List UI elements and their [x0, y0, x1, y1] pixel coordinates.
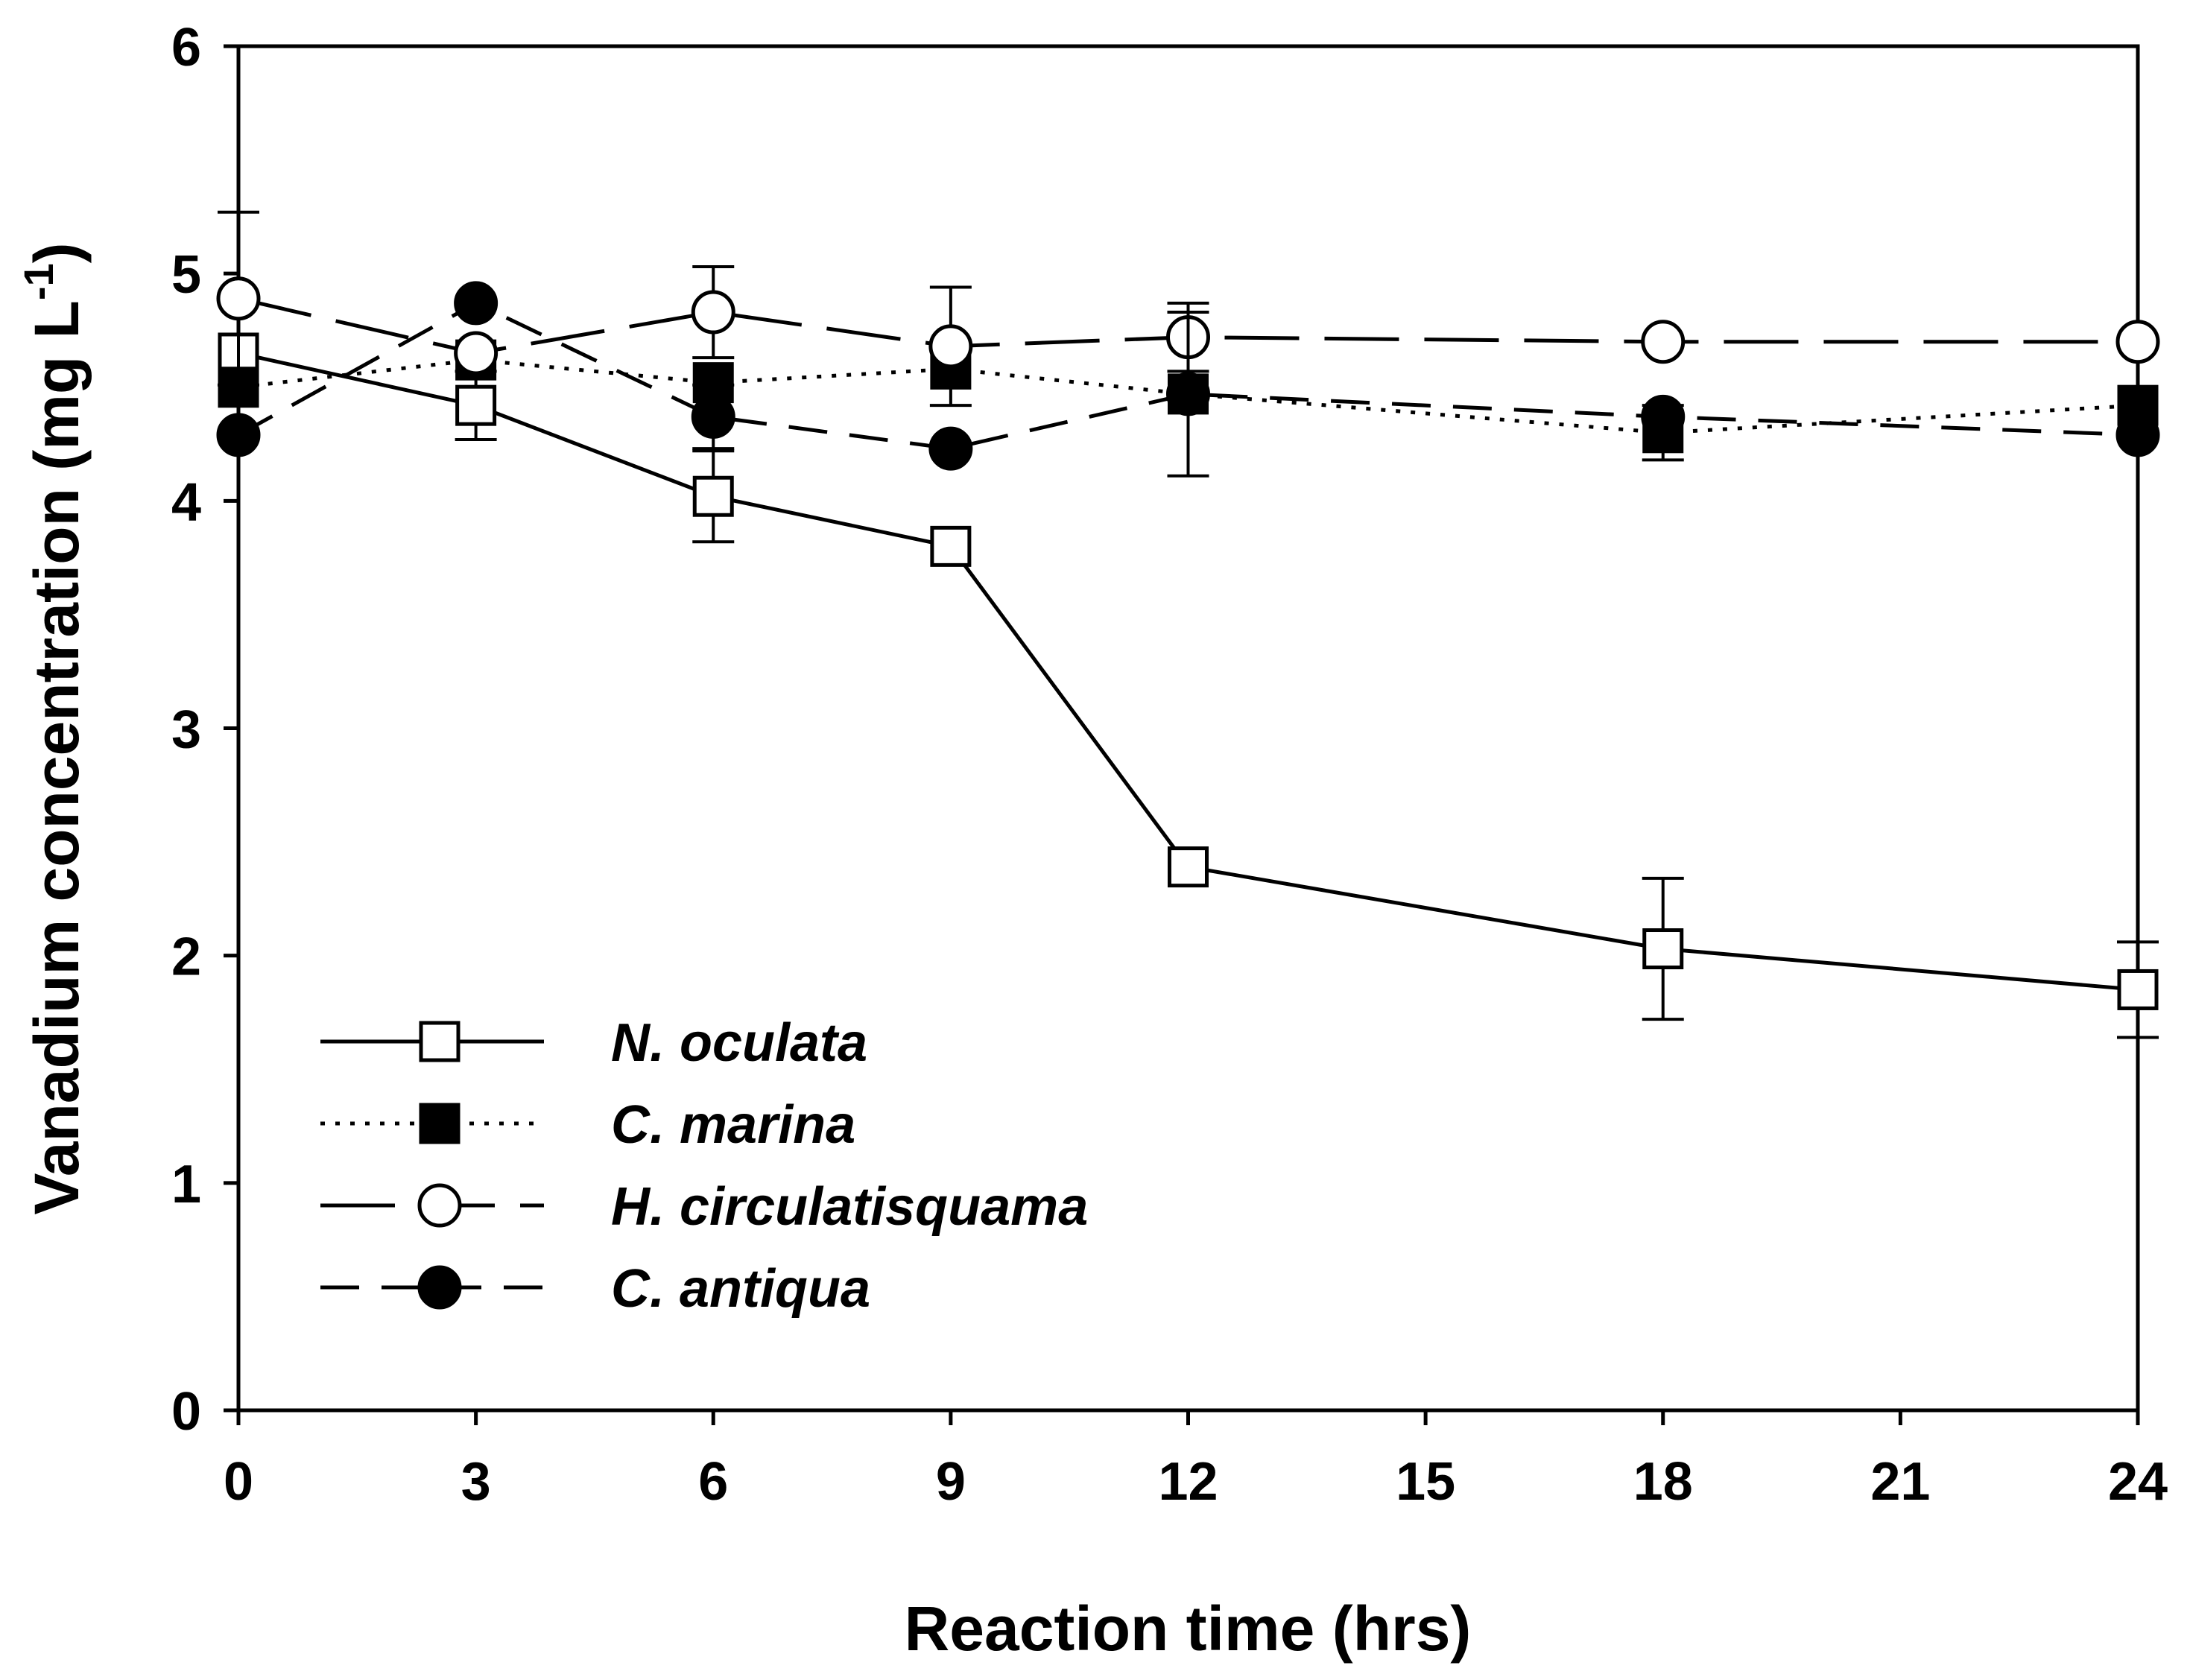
legend-label: H. circulatisquama	[611, 1177, 1088, 1237]
data-point	[454, 281, 499, 326]
x-tick-label: 9	[936, 1452, 966, 1512]
y-axis-title-superscript: -1	[15, 263, 62, 300]
series-h-circulatisquama	[216, 210, 2160, 408]
x-tick-label: 12	[1158, 1452, 1218, 1512]
x-tick-label: 21	[1870, 1452, 1930, 1512]
y-tick-label: 3	[171, 700, 201, 760]
y-tick-label: 0	[171, 1382, 201, 1442]
data-point	[216, 413, 261, 457]
data-point	[691, 290, 735, 335]
y-tick-label: 4	[171, 472, 201, 532]
legend-entry-c-antiqua: C. antiqua	[320, 1259, 870, 1319]
data-point	[1166, 372, 1210, 416]
x-tick-label: 0	[224, 1452, 253, 1512]
x-tick-label: 18	[1633, 1452, 1693, 1512]
y-axis-title-main: Vanadium concentration (mg L	[22, 300, 92, 1214]
data-point	[455, 384, 497, 426]
legend-entry-c-marina: C. marina	[320, 1095, 855, 1155]
data-point	[454, 331, 499, 375]
data-point	[692, 475, 734, 517]
legend-marker	[417, 1265, 462, 1310]
data-point	[2115, 320, 2160, 364]
x-tick-label: 24	[2108, 1452, 2168, 1512]
y-axis-title-close: )	[22, 242, 92, 263]
series-layer	[216, 210, 2160, 1039]
legend-label: C. antiqua	[611, 1259, 870, 1319]
data-point	[691, 394, 735, 439]
x-tick-label: 15	[1396, 1452, 1455, 1512]
data-point	[2117, 969, 2159, 1010]
legend-entry-h-circulatisquama: H. circulatisquama	[320, 1177, 1088, 1237]
legend: N. oculata C. marina H. circulatisquama C. …	[320, 1013, 1088, 1319]
legend-marker	[419, 1021, 461, 1062]
x-tick-label: 3	[461, 1452, 491, 1512]
legend-marker	[417, 1183, 462, 1228]
data-point	[1642, 928, 1684, 970]
data-point	[930, 525, 972, 567]
legend-label: C. marina	[611, 1095, 855, 1155]
legend-label: N. oculata	[611, 1013, 867, 1073]
data-point	[1168, 846, 1209, 888]
series-n-oculata	[218, 332, 2159, 1039]
y-tick-label: 1	[171, 1155, 201, 1214]
y-tick-label: 2	[171, 928, 201, 987]
y-tick-label: 6	[171, 18, 201, 77]
x-axis-title: Reaction time (hrs)	[905, 1594, 1472, 1664]
y-tick-label: 5	[171, 245, 201, 305]
x-tick-label: 6	[698, 1452, 728, 1512]
data-point	[1641, 320, 1686, 364]
data-point	[216, 276, 261, 321]
legend-entry-n-oculata: N. oculata	[320, 1013, 867, 1073]
legend-marker	[419, 1103, 461, 1144]
data-point	[928, 324, 973, 369]
y-axis-title: Vanadium concentration (mg L-1)	[15, 242, 92, 1214]
data-point	[928, 426, 973, 471]
data-point	[2115, 413, 2160, 457]
data-point	[1641, 394, 1686, 439]
series-c-antiqua	[216, 281, 2160, 478]
